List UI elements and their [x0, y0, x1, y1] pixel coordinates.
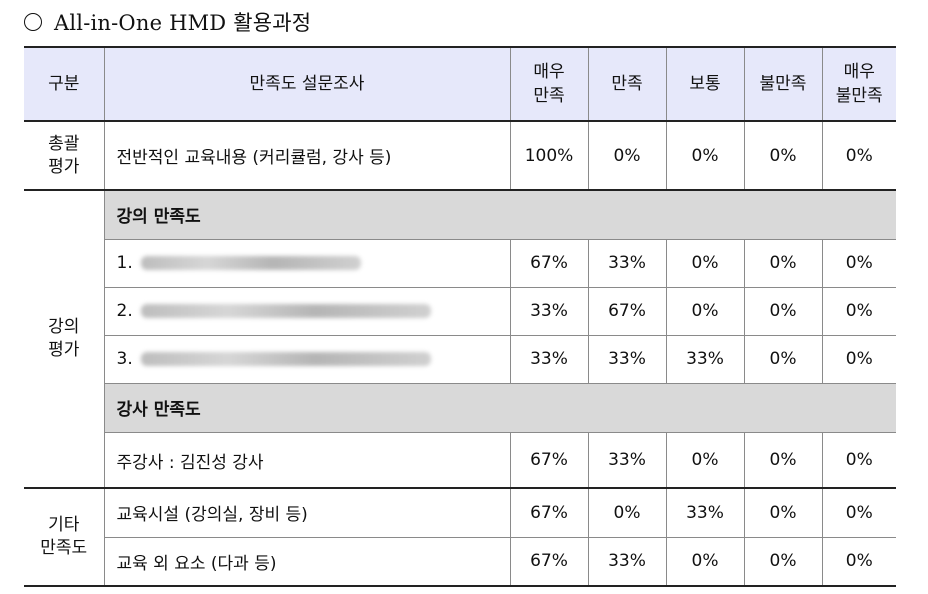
value-very-satisfied: 67%	[509, 536, 589, 587]
value-neutral: 0%	[665, 431, 745, 489]
value-very-satisfied: 33%	[509, 334, 589, 384]
value-very-dissatisfied: 0%	[821, 536, 896, 587]
lecture-item: 3.	[104, 334, 511, 384]
table-row: 3. 33% 33% 33% 0% 0%	[24, 334, 896, 384]
lecture-item-number: 2.	[116, 301, 133, 321]
category-other: 기타 만족도	[24, 487, 105, 587]
header-very-dissatisfied: 매우 불만족	[821, 46, 896, 122]
category-lecture: 강의 평가	[24, 189, 105, 489]
value-very-dissatisfied: 0%	[821, 334, 896, 384]
table-row: 1. 67% 33% 0% 0% 0%	[24, 238, 896, 288]
value-dissatisfied: 0%	[743, 487, 823, 538]
section-heading: All-in-One HMD 활용과정	[24, 6, 311, 38]
value-very-satisfied: 33%	[509, 286, 589, 336]
value-dissatisfied: 0%	[743, 286, 823, 336]
value-very-satisfied: 67%	[509, 431, 589, 489]
value-neutral: 0%	[665, 238, 745, 288]
value-neutral: 33%	[665, 487, 745, 538]
header-satisfied: 만족	[587, 46, 667, 122]
value-satisfied: 0%	[587, 487, 667, 538]
header-very-satisfied: 매우 만족	[509, 46, 589, 122]
value-satisfied: 33%	[587, 431, 667, 489]
table-row: 기타 만족도 교육시설 (강의실, 장비 등) 67% 0% 33% 0% 0%	[24, 487, 896, 587]
subheading-lecture-satisfaction: 강의 만족도	[103, 189, 896, 240]
header-line: 불만족	[835, 86, 883, 106]
blurred-text	[140, 256, 361, 270]
lecture-item-number: 3.	[116, 349, 133, 369]
header-line: 매우	[843, 62, 875, 82]
value-satisfied: 33%	[587, 334, 667, 384]
value-dissatisfied: 0%	[743, 120, 823, 191]
category-line: 기타	[48, 515, 80, 535]
header-survey: 만족도 설문조사	[103, 46, 511, 122]
lecture-item: 1.	[104, 238, 511, 288]
header-line: 매우	[533, 62, 565, 82]
table-row: 교육 외 요소 (다과 등) 67% 33% 0% 0% 0%	[24, 536, 896, 587]
subheading-instructor-satisfaction: 강사 만족도	[104, 382, 896, 433]
table-row: 2. 33% 67% 0% 0% 0%	[24, 286, 896, 336]
value-satisfied: 0%	[587, 120, 667, 191]
category-line: 평가	[48, 156, 80, 177]
category-line: 평가	[48, 340, 80, 360]
value-very-dissatisfied: 0%	[821, 487, 896, 538]
value-dissatisfied: 0%	[743, 334, 823, 384]
header-dissatisfied: 불만족	[743, 46, 823, 122]
blurred-text	[140, 304, 431, 318]
row-label: 교육 외 요소 (다과 등)	[104, 536, 511, 587]
value-very-dissatisfied: 0%	[821, 431, 896, 489]
value-satisfied: 33%	[587, 536, 667, 587]
category-line: 강의	[48, 317, 80, 337]
value-satisfied: 67%	[587, 286, 667, 336]
value-very-satisfied: 100%	[509, 120, 589, 191]
row-label: 주강사 : 김진성 강사	[104, 431, 511, 489]
category-overall: 총괄 평가	[24, 120, 105, 191]
circle-bullet-icon	[24, 13, 42, 31]
value-dissatisfied: 0%	[743, 431, 823, 489]
value-dissatisfied: 0%	[743, 536, 823, 587]
header-category: 구분	[24, 46, 105, 122]
blurred-text	[140, 352, 431, 366]
value-very-dissatisfied: 0%	[821, 120, 896, 191]
value-very-satisfied: 67%	[509, 238, 589, 288]
table-row: 강의 평가 강의 만족도	[24, 189, 896, 489]
value-very-dissatisfied: 0%	[821, 238, 896, 288]
value-neutral: 33%	[665, 334, 745, 384]
lecture-item-number: 1.	[116, 253, 133, 273]
value-very-satisfied: 67%	[509, 487, 589, 538]
heading-text: All-in-One HMD 활용과정	[54, 11, 312, 35]
category-line: 만족도	[40, 538, 88, 558]
value-very-dissatisfied: 0%	[821, 286, 896, 336]
value-dissatisfied: 0%	[743, 238, 823, 288]
table-header-row: 구분 만족도 설문조사 매우 만족 만족 보통 불만족 매우 불만족	[24, 46, 896, 122]
table-row: 주강사 : 김진성 강사 67% 33% 0% 0% 0%	[24, 431, 896, 489]
lecture-item: 2.	[104, 286, 511, 336]
value-neutral: 0%	[665, 536, 745, 587]
satisfaction-survey-table: 구분 만족도 설문조사 매우 만족 만족 보통 불만족 매우 불만족 총괄 평가…	[24, 46, 896, 587]
row-label: 교육시설 (강의실, 장비 등)	[103, 487, 511, 538]
table-row: 강사 만족도	[24, 382, 896, 433]
table-row: 총괄 평가 전반적인 교육내용 (커리큘럼, 강사 등) 100% 0% 0% …	[24, 120, 896, 191]
value-neutral: 0%	[665, 120, 745, 191]
value-satisfied: 33%	[587, 238, 667, 288]
header-line: 만족	[533, 86, 565, 106]
value-neutral: 0%	[665, 286, 745, 336]
header-neutral: 보통	[665, 46, 745, 122]
category-line: 총괄	[48, 133, 80, 154]
row-label: 전반적인 교육내용 (커리큘럼, 강사 등)	[103, 120, 511, 191]
